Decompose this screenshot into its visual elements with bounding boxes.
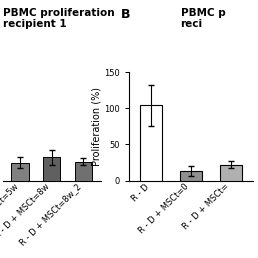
- Bar: [180, 171, 202, 181]
- Y-axis label: Proliferation (%): Proliferation (%): [91, 87, 101, 166]
- Text: B: B: [121, 8, 131, 21]
- Bar: [11, 163, 29, 181]
- Text: PBMC proliferation
recipient 1: PBMC proliferation recipient 1: [3, 8, 114, 29]
- Text: PBMC p
reci: PBMC p reci: [181, 8, 225, 29]
- Bar: [220, 165, 242, 181]
- Bar: [140, 106, 162, 181]
- Bar: [75, 162, 92, 181]
- Bar: [43, 157, 60, 181]
